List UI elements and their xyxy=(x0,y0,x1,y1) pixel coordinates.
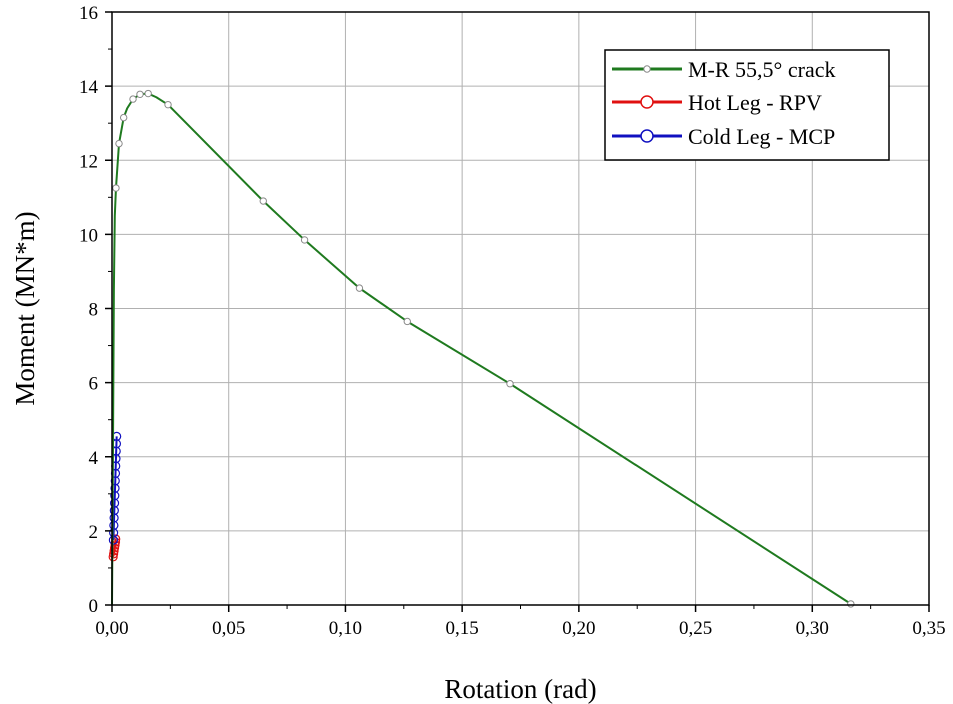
mr-crack-point xyxy=(506,380,514,388)
mr-crack-point xyxy=(129,95,137,103)
mr-crack-point xyxy=(144,89,152,98)
x-tick-label: 0,30 xyxy=(796,618,829,639)
legend-item-cold-leg-label: Cold Leg - MCP xyxy=(688,124,835,149)
y-tick-label: 8 xyxy=(89,300,99,321)
x-tick-label: 0,15 xyxy=(446,618,479,639)
x-tick-label: 0,05 xyxy=(212,618,245,639)
legend-item-hot-leg-marker xyxy=(640,95,654,109)
y-tick-label: 14 xyxy=(79,77,99,98)
x-tick-label: 0,00 xyxy=(95,618,128,639)
x-tick-label: 0,25 xyxy=(679,618,712,639)
legend-item-mr-crack-label: M-R 55,5° crack xyxy=(688,57,835,82)
y-axis-title: Moment (MN*m) xyxy=(10,211,40,405)
mr-crack-point xyxy=(112,184,120,192)
legend-item-cold-leg-marker xyxy=(640,129,654,143)
mr-crack-point xyxy=(355,284,364,292)
cold-leg-series-line xyxy=(112,436,118,541)
mr-crack-point xyxy=(259,197,267,205)
mr-crack-point xyxy=(119,113,128,122)
y-tick-label: 10 xyxy=(79,225,98,246)
x-axis-title: Rotation (rad) xyxy=(444,674,596,704)
mr-crack-point xyxy=(403,317,411,326)
legend: M-R 55,5° crack Hot Leg - RPV Cold Leg - M… xyxy=(604,49,890,161)
hot-leg-point xyxy=(109,549,119,559)
y-tick-label: 16 xyxy=(79,3,98,24)
mr-crack-series-line xyxy=(111,92,852,606)
y-tick-label: 4 xyxy=(89,448,99,469)
mr-crack-point xyxy=(136,90,144,98)
y-tick-label: 2 xyxy=(89,522,99,543)
hot-leg-series-line xyxy=(112,538,117,557)
legend-item-mr-crack-marker xyxy=(643,65,651,73)
x-tick-label: 0,20 xyxy=(562,618,595,639)
hot-leg-point xyxy=(110,540,120,550)
mr-crack-point xyxy=(847,600,855,608)
mr-crack-point xyxy=(300,236,309,244)
axis-ticks: 0,00 0,05 0,10 0,15 0,20 0,25 0,30 0,35 0 2 4 6 8 10 1… xyxy=(79,3,946,639)
hot-leg-point xyxy=(109,546,119,556)
x-tick-label: 0,10 xyxy=(329,618,362,639)
y-tick-label: 12 xyxy=(79,151,98,172)
legend-item-hot-leg-label: Hot Leg - RPV xyxy=(688,90,822,115)
y-tick-label: 0 xyxy=(89,596,99,617)
y-tick-label: 6 xyxy=(89,374,99,395)
mr-crack-point xyxy=(115,139,123,148)
plot-series xyxy=(108,89,855,608)
x-tick-label: 0,35 xyxy=(912,618,945,639)
mr-crack-point xyxy=(164,100,172,109)
